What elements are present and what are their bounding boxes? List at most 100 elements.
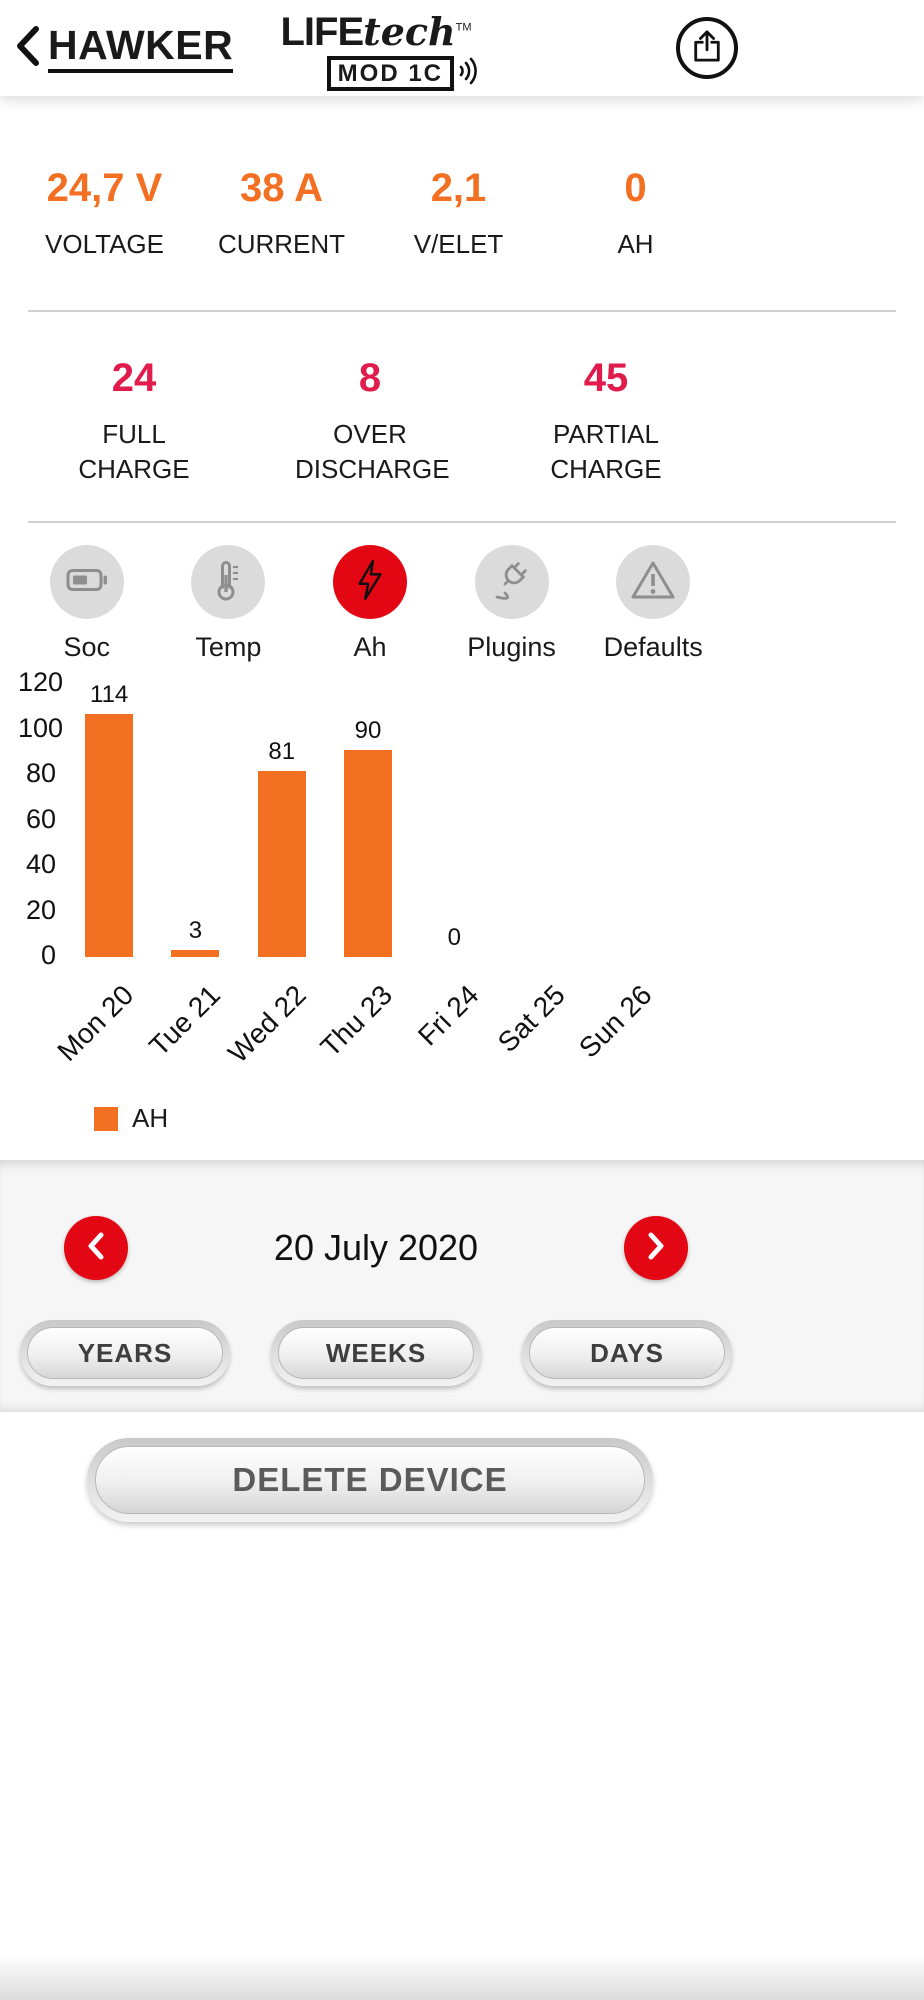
tab-circle [49,545,124,620]
bar [257,771,306,958]
x-axis-label: Sun 26 [572,979,658,1064]
tab-circle [474,545,549,620]
chevron-right-icon [646,1231,666,1266]
x-axis-label: Wed 22 [222,979,313,1070]
tab-label: Plugins [467,632,556,663]
delete-section: DELETE DEVICE [0,1412,724,1523]
bar [171,950,220,958]
stat-value: 24 [111,356,157,401]
stat-value: 0 [624,166,647,210]
stat-ah: 0 AH [547,166,724,262]
logo-trademark: TM [455,21,472,34]
stat-full-charge: 24 FULL CHARGE [16,356,252,487]
chart-legend: AH [94,1103,924,1134]
delete-device-button[interactable]: DELETE DEVICE [87,1438,653,1523]
stat-over-discharge: 8 OVER DISCHARGE [252,356,488,487]
tab-defaults[interactable]: Defaults [582,545,724,663]
y-axis: 120 100 80 60 40 20 0 [18,669,66,969]
bar-value-label: 90 [354,717,382,745]
lightning-icon [354,558,386,607]
stat-partial-charge: 45 PARTIAL CHARGE [488,356,724,487]
plug-icon [491,559,533,606]
x-axis-label: Fri 24 [412,979,485,1052]
bar-column: 0 [411,681,497,957]
bottom-edge-shadow [0,1954,924,2000]
chevron-left-icon [14,25,40,72]
stat-voltage: 24,7 V VOLTAGE [16,166,193,262]
range-button-weeks[interactable]: WEEKS [271,1320,481,1387]
current-date-label: 20 July 2020 [273,1227,479,1269]
range-button-days[interactable]: DAYS [522,1320,732,1387]
share-icon [691,28,723,69]
app-header: HAWKER LIFEtechTM MOD 1C [0,0,924,96]
bar-column: 3 [152,681,238,958]
divider [28,521,896,524]
x-axis-label: Sat 25 [491,979,572,1059]
chevron-left-icon [86,1231,106,1266]
signal-waves-icon [458,55,478,92]
legend-label: AH [132,1103,169,1134]
y-tick-label: 60 [25,803,56,834]
y-tick-label: 80 [25,758,56,789]
bar-column: 114 [66,681,152,958]
bar [85,714,134,958]
tab-label: Ah [353,632,387,663]
bar-value-label: 0 [447,924,461,952]
bar-column [497,681,583,957]
bar-column: 81 [239,681,325,958]
stat-label: OVER DISCHARGE [295,419,450,485]
tab-label: Temp [195,632,262,663]
prev-date-button[interactable] [64,1216,128,1281]
bar-chart: 120 100 80 60 40 20 0 114 3 81 90 0 [0,669,924,969]
tab-circle [332,545,407,620]
stat-value: 38 A [239,166,323,210]
bar [343,750,392,958]
stat-label: FULL CHARGE [78,419,190,485]
y-tick-label: 120 [18,667,64,698]
stat-label: V/ELET [413,229,504,259]
bar-value-label: 81 [268,738,296,766]
logo-wordmark: LIFEtechTM [246,12,506,52]
stat-label: PARTIAL CHARGE [550,419,662,485]
bar-column: 90 [325,681,411,958]
stat-value: 45 [583,356,629,401]
next-date-button[interactable] [624,1216,688,1281]
secondary-stats-row: 24 FULL CHARGE 8 OVER DISCHARGE 45 PARTI… [0,356,724,487]
app-logo: LIFEtechTM MOD 1C [246,12,506,92]
delete-device-label: DELETE DEVICE [95,1446,645,1515]
legend-swatch [94,1106,118,1131]
date-range-section: 20 July 2020 YEARS WEEKS DAYS [0,1160,924,1413]
range-button-label: DAYS [529,1327,725,1380]
thermometer-icon [213,559,243,606]
tab-label: Soc [63,632,111,663]
divider [28,310,896,313]
tab-circle [616,545,691,620]
warning-icon [630,559,676,606]
stat-current: 38 A CURRENT [193,166,370,262]
stat-value: 2,1 [430,166,487,210]
logo-model-row: MOD 1C [246,55,506,92]
tab-soc[interactable]: Soc [16,545,158,663]
bar-value-label: 3 [188,917,203,945]
metric-tabs: Soc Temp Ah [0,545,724,663]
x-axis-label: Tue 21 [143,979,226,1063]
range-button-label: WEEKS [278,1327,474,1380]
tab-temp[interactable]: Temp [158,545,300,663]
tab-plugins[interactable]: Plugins [441,545,583,663]
tab-circle [191,545,266,620]
bar-value-label: 114 [90,681,129,709]
tab-ah[interactable]: Ah [299,545,441,663]
share-button[interactable] [676,17,738,79]
range-button-years[interactable]: YEARS [20,1320,230,1387]
plot-area: 114 3 81 90 0 [66,681,670,958]
logo-word-tech: tech [363,9,456,54]
y-tick-label: 40 [25,849,56,880]
back-button[interactable]: HAWKER [14,23,234,73]
x-axis-label: Mon 20 [51,979,140,1068]
stat-label: CURRENT [217,229,346,259]
stat-label: VOLTAGE [45,229,164,259]
y-tick-label: 100 [18,712,64,743]
logo-model-box: MOD 1C [326,55,454,92]
back-label: HAWKER [48,23,234,73]
battery-icon [66,567,108,598]
